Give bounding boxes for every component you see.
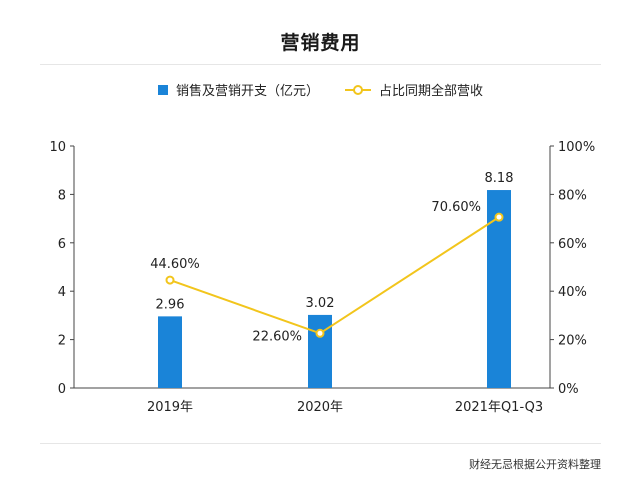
y-tick-label: 10 [49,140,66,155]
legend: 销售及营销开支（亿元） 占比同期全部营收 [0,80,641,99]
line-point [165,275,175,285]
bottom-divider [40,443,601,444]
source-note: 财经无忌根据公开资料整理 [469,458,601,471]
legend-item-bar: 销售及营销开支（亿元） [157,80,319,99]
line-point [315,328,325,338]
x-tick-label: 2020年 [297,400,343,415]
legend-swatch-line [345,84,371,96]
top-divider [40,64,601,65]
y2-tick-label: 60% [558,237,587,252]
legend-item-line: 占比同期全部营收 [345,80,483,99]
y-tick-label: 4 [58,285,66,300]
y-tick-label: 6 [58,237,66,252]
bar [158,316,182,388]
line-value-label: 44.60% [150,257,200,272]
x-tick-label: 2021年Q1-Q3 [455,400,543,415]
y2-tick-label: 40% [558,285,587,300]
legend-label-line: 占比同期全部营收 [379,84,484,99]
chart-title: 营销费用 [280,32,361,54]
y-tick-label: 0 [58,382,66,397]
bar [308,314,332,388]
line-value-label: 70.60% [431,200,481,215]
line-value-label: 22.60% [252,329,302,344]
x-tick-label: 2019年 [147,400,193,415]
y2-tick-label: 0% [558,382,579,397]
line-series [169,216,500,335]
bar-value-label: 3.02 [306,296,335,311]
y2-tick-label: 20% [558,334,587,349]
y2-tick-label: 100% [558,140,595,155]
y-tick-label: 8 [58,188,66,203]
y-tick-label: 2 [58,334,66,349]
line-point [494,212,504,222]
legend-swatch-bar [157,84,168,95]
bar-value-label: 2.96 [156,297,185,312]
legend-label-bar: 销售及营销开支（亿元） [175,84,319,99]
y2-tick-label: 80% [558,188,587,203]
bar-value-label: 8.18 [485,171,514,186]
